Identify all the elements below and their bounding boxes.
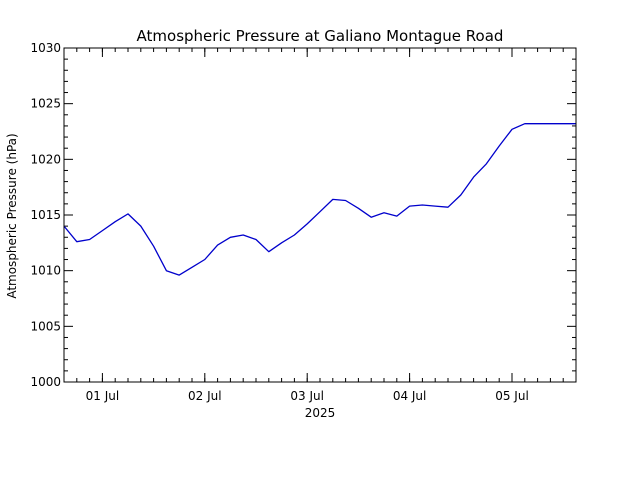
x-tick-label: 02 Jul [188,389,222,403]
y-tick-label: 1020 [30,152,61,166]
y-tick-label: 1015 [30,208,61,222]
y-tick-label: 1025 [30,97,61,111]
chart-title: Atmospheric Pressure at Galiano Montague… [137,27,504,45]
x-tick-label: 03 Jul [290,389,324,403]
x-tick-label: 05 Jul [495,389,529,403]
y-tick-label: 1000 [30,375,61,389]
y-tick-label: 1010 [30,264,61,278]
y-axis-label: Atmospheric Pressure (hPa) [5,133,19,298]
x-axis-label: 2025 [305,406,336,420]
x-tick-label: 04 Jul [393,389,427,403]
axis-ticks: 1000 1005 1010 1015 1020 1025 1030 01 Jul 02 Jul… [30,41,577,403]
y-tick-label: 1005 [30,319,61,333]
plot-frame [63,47,577,383]
x-tick-label: 01 Jul [86,389,120,403]
series-line [63,123,576,276]
y-tick-label: 1030 [30,41,61,55]
series-layer [63,123,576,276]
